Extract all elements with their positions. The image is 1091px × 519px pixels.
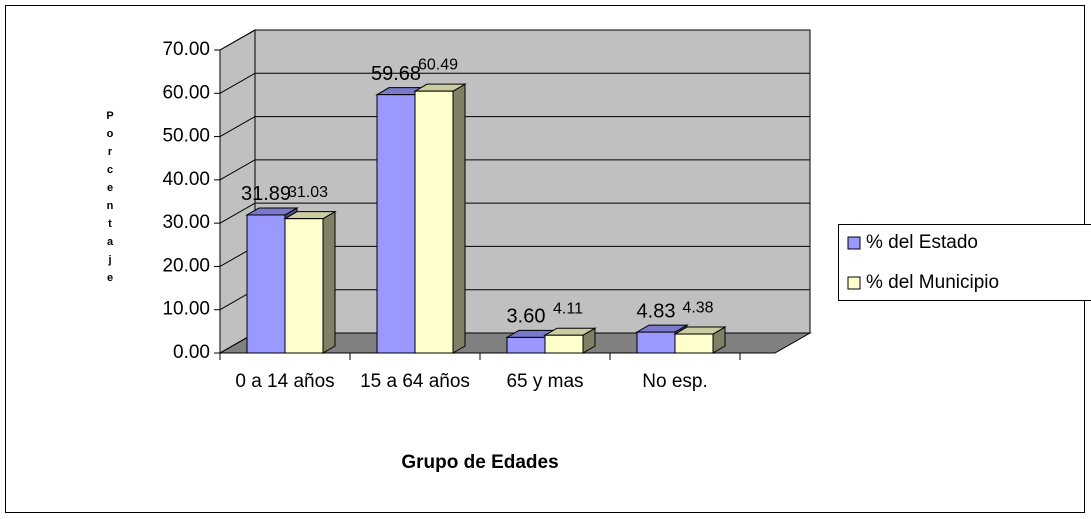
- data-label: 60.49: [418, 56, 458, 73]
- grid-line-side: [219, 72, 256, 94]
- bar: [246, 214, 286, 354]
- y-tick-label: 30.00: [162, 212, 210, 233]
- legend-label: % del Estado: [866, 232, 978, 253]
- y-tick-label: 10.00: [162, 299, 210, 320]
- y-tick-label: 60.00: [162, 82, 210, 103]
- x-axis-label: Grupo de Edades: [401, 452, 559, 473]
- bar: [414, 90, 454, 354]
- x-tick-label: 65 y mas: [506, 371, 584, 392]
- grid-line-side: [219, 159, 256, 181]
- legend-label: % del Municipio: [866, 272, 999, 293]
- bar: [376, 94, 416, 354]
- data-label: 4.83: [637, 300, 676, 322]
- grid-line-side: [219, 29, 256, 51]
- data-label: 31.89: [241, 183, 291, 205]
- y-tick-label: 0.00: [173, 342, 210, 363]
- data-label: 4.11: [553, 300, 583, 317]
- grid-line-side: [219, 202, 256, 224]
- y-tick-label: 40.00: [162, 169, 210, 190]
- data-label: 59.68: [371, 63, 421, 85]
- back-wall: [254, 29, 811, 334]
- bar: [506, 336, 546, 354]
- y-tick-label: 20.00: [162, 255, 210, 276]
- bar: [674, 333, 714, 354]
- y-tick-label: 50.00: [162, 126, 210, 147]
- grid-line-side: [219, 116, 256, 138]
- bar: [284, 218, 324, 354]
- x-tick-label: 0 a 14 años: [235, 371, 335, 392]
- bar: [636, 331, 676, 354]
- data-label: 4.38: [682, 299, 713, 316]
- legend-box: [838, 224, 1091, 301]
- y-axis-label: Porcentaje: [104, 110, 116, 290]
- y-tick-label: 70.00: [162, 39, 210, 60]
- bar: [544, 334, 584, 354]
- data-label: 3.60: [507, 306, 546, 328]
- bar-side: [452, 83, 466, 354]
- legend-swatch: [847, 276, 861, 290]
- x-tick-label: 15 a 64 años: [360, 371, 470, 392]
- data-label: 31.03: [288, 184, 328, 201]
- x-tick-label: No esp.: [642, 371, 708, 392]
- legend-swatch: [847, 236, 861, 250]
- bar-side: [322, 210, 336, 354]
